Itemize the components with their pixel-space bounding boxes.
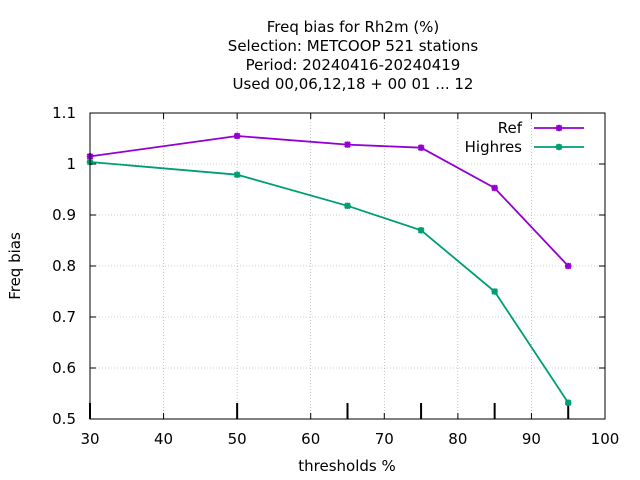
data-point: [417, 144, 425, 151]
x-tick-label: 80: [448, 430, 467, 448]
title-line: Period: 20240416-20240419: [246, 56, 461, 74]
y-tick-label: 0.6: [52, 359, 76, 377]
data-point-stroke: [417, 144, 425, 151]
data-point-stroke: [555, 143, 563, 151]
y-tick-label: 0.5: [52, 410, 76, 428]
data-point: [233, 171, 241, 178]
y-tick-label: 0.8: [52, 257, 76, 275]
data-point: [564, 399, 572, 406]
data-point: [233, 132, 241, 140]
plot-frame: [89, 112, 606, 420]
data-point: [491, 288, 498, 295]
x-tick-label: 40: [154, 430, 173, 448]
y-tick-label: 0.7: [52, 308, 76, 326]
title-line: Selection: METCOOP 521 stations: [228, 37, 479, 55]
x-tick-label: 50: [228, 430, 247, 448]
chart-title: Freq bias for Rh2m (%)Selection: METCOOP…: [228, 18, 479, 93]
x-axis-label: thresholds %: [298, 457, 395, 475]
data-point-stroke: [564, 262, 572, 270]
series-line-ref: [89, 135, 569, 267]
data-point-stroke: [417, 227, 425, 234]
data-point-stroke: [344, 141, 351, 148]
data-point-stroke: [233, 132, 241, 140]
data-point-stroke: [555, 124, 563, 132]
data-point: [555, 124, 563, 132]
x-tick-label: 100: [591, 430, 620, 448]
x-tick-label: 90: [522, 430, 541, 448]
data-point-stroke: [564, 399, 572, 406]
title-line: Freq bias for Rh2m (%): [267, 18, 440, 36]
y-axis-label: Freq bias: [6, 232, 24, 300]
data-point: [344, 141, 351, 148]
y-axis: 0.5 0.6 0.7 0.8 0.9 1 1.1: [52, 104, 605, 428]
x-axis: 30 40 50 60 70 80 90 100: [80, 113, 619, 448]
data-point-stroke: [491, 288, 498, 295]
title-line: Used 00,06,12,18 + 00 01 ... 12: [233, 75, 474, 93]
data-point: [555, 143, 563, 151]
legend-label: Highres: [465, 138, 523, 156]
series-line-highres: [89, 161, 569, 404]
data-point-stroke: [344, 202, 351, 210]
data-point: [417, 227, 425, 234]
x-tick-label: 30: [80, 430, 99, 448]
grid: [90, 113, 605, 419]
series-group: [86, 132, 572, 406]
observation-ticks: [89, 403, 570, 419]
y-tick-label: 0.9: [52, 206, 76, 224]
data-point: [564, 262, 572, 270]
y-tick-label: 1.1: [52, 104, 76, 122]
legend-label: Ref: [498, 119, 523, 137]
data-point: [491, 184, 498, 192]
data-point-stroke: [491, 184, 498, 192]
data-point: [344, 202, 351, 210]
x-tick-label: 70: [375, 430, 394, 448]
x-tick-label: 60: [301, 430, 320, 448]
data-point-stroke: [233, 171, 241, 178]
y-tick-label: 1: [66, 155, 76, 173]
